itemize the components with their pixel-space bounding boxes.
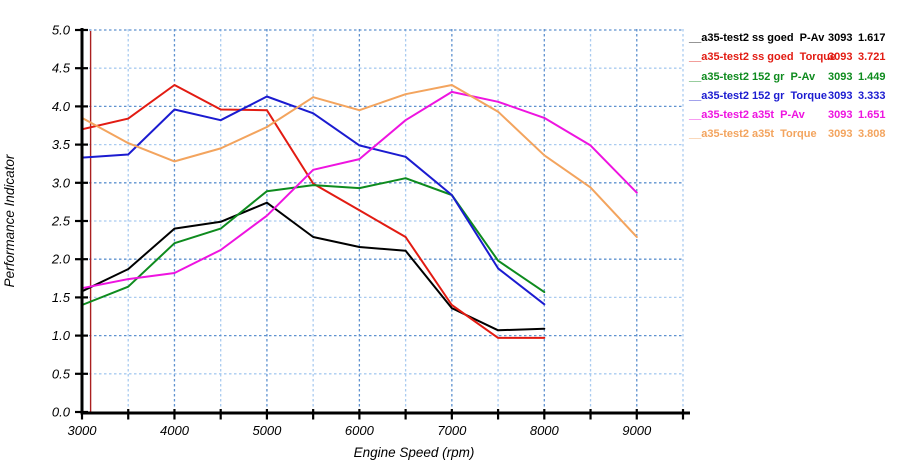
- legend-cursor-rpm: 3093: [828, 109, 853, 122]
- legend-series-name: __a35-test2 a35t P-Av: [689, 109, 805, 122]
- legend-cursor-rpm: 3093: [828, 70, 853, 83]
- legend-cursor-value: 3.721: [858, 51, 886, 64]
- legend-item: __a35-test2 a35t P-Av 3093 1.651: [689, 106, 911, 125]
- legend-series-name: __a35-test2 152 gr P-Av: [689, 70, 816, 83]
- legend-cursor-value: 3.808: [858, 128, 886, 141]
- legend-item: __a35-test2 152 gr Torque 3093 3.333: [689, 87, 911, 106]
- legend-cursor-rpm: 3093: [828, 128, 853, 141]
- y-tick-label: 5.0: [52, 23, 71, 38]
- x-tick-label: 5000: [252, 423, 282, 438]
- legend-cursor-rpm: 3093: [828, 51, 853, 64]
- legend-item: __a35-test2 ss goed Torque 3093 3.721: [689, 48, 911, 67]
- tick-labels: 0.0 0.5 1.0 1.5 2.0 2.5 3.0 3.5 4.0 4.5 5.0 3000 400…: [51, 23, 652, 439]
- legend-item: __a35-test2 a35t Torque 3093 3.808: [689, 125, 911, 144]
- legend: __a35-test2 ss goed P-Av 3093 1.617 __a35-t…: [689, 29, 911, 145]
- y-tick-label: 2.5: [51, 214, 71, 229]
- y-axis-title: Performance Indicator: [2, 154, 17, 287]
- x-tick-label: 7000: [437, 423, 467, 438]
- legend-series-name: __a35-test2 ss goed Torque: [689, 51, 837, 64]
- x-tick-label: 9000: [622, 423, 652, 438]
- series-line: [81, 84, 546, 339]
- x-tick-label: 6000: [345, 423, 375, 438]
- y-tick-label: 4.0: [52, 99, 71, 114]
- legend-series-name: __a35-test2 152 gr Torque: [689, 89, 827, 102]
- data-series: [81, 84, 638, 339]
- series-line: [81, 177, 546, 306]
- x-tick-label: 3000: [68, 423, 98, 438]
- x-tick-label: 4000: [160, 423, 190, 438]
- series-line: [81, 90, 638, 290]
- series-line: [81, 84, 638, 238]
- x-tick-label: 8000: [530, 423, 560, 438]
- y-tick-label: 3.5: [52, 137, 71, 152]
- y-tick-label: 3.0: [52, 175, 71, 190]
- legend-cursor-value: 1.651: [858, 109, 886, 122]
- y-tick-label: 2.0: [51, 252, 71, 267]
- legend-item: __a35-test2 152 gr P-Av 3093 1.449: [689, 68, 911, 87]
- y-tick-label: 0.5: [52, 366, 71, 381]
- legend-cursor-value: 1.617: [858, 32, 886, 44]
- y-tick-label: 1.0: [52, 328, 71, 343]
- y-tick-label: 1.5: [52, 290, 71, 305]
- x-axis-title: Engine Speed (rpm): [354, 445, 475, 460]
- legend-cursor-value: 3.333: [858, 89, 886, 102]
- legend-cursor-value: 1.449: [858, 70, 886, 83]
- y-tick-label: 4.5: [52, 61, 71, 76]
- gridlines: [84, 29, 684, 412]
- legend-series-name: __a35-test2 a35t Torque: [689, 128, 817, 141]
- legend-cursor-rpm: 3093: [828, 89, 853, 102]
- legend-item: __a35-test2 ss goed P-Av 3093 1.617: [689, 29, 911, 48]
- legend-cursor-rpm: 3093: [828, 32, 853, 44]
- legend-series-name: __a35-test2 ss goed P-Av: [689, 32, 825, 44]
- series-line: [81, 95, 546, 306]
- y-tick-label: 0.0: [52, 405, 71, 420]
- axes: [75, 28, 690, 420]
